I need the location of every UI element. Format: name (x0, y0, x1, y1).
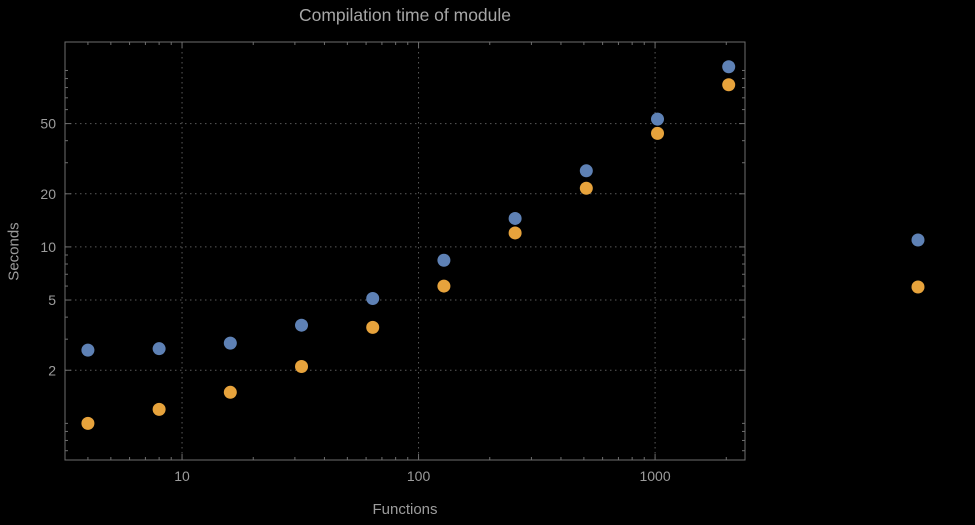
scatter-point-series-orange (508, 226, 522, 240)
scatter-point-series-orange (722, 78, 736, 92)
scatter-point-series-blue (223, 336, 237, 350)
scatter-point-series-blue (722, 60, 736, 74)
y-tick-label: 50 (40, 116, 56, 132)
scatter-point-series-blue (152, 342, 166, 356)
scatter-point-series-blue (579, 164, 593, 178)
y-tick-label: 20 (40, 186, 56, 202)
scatter-point-series-orange (437, 279, 451, 293)
scatter-point-series-orange (651, 126, 665, 140)
scatter-point-series-orange (295, 360, 309, 374)
scatter-point-series-blue (295, 318, 309, 332)
scatter-point-series-orange (366, 320, 380, 334)
scatter-point-series-blue (437, 253, 451, 267)
x-axis-label: Functions (372, 501, 438, 518)
y-axis-label: Seconds (5, 222, 23, 281)
scatter-point-series-orange (152, 402, 166, 416)
x-tick-label: 1000 (639, 468, 670, 484)
scatter-point-series-orange (223, 385, 237, 399)
chart-title: Compilation time of module (298, 5, 512, 25)
scatter-point-series-orange (579, 181, 593, 195)
y-tick-label: 5 (48, 292, 56, 308)
plot-frame (64, 41, 746, 461)
scatter-point-series-orange (81, 416, 95, 430)
legend-marker-0 (911, 233, 925, 247)
scatter-point-series-blue (508, 211, 522, 225)
x-tick-label: 100 (407, 468, 431, 484)
y-tick-label: 10 (40, 239, 56, 255)
x-tick-label: 10 (174, 468, 190, 484)
legend-marker-1 (911, 280, 925, 294)
y-tick-label: 2 (48, 362, 56, 378)
scatter-point-series-blue (366, 292, 380, 306)
scatter-point-series-blue (81, 343, 95, 357)
scatter-point-series-blue (651, 112, 665, 126)
